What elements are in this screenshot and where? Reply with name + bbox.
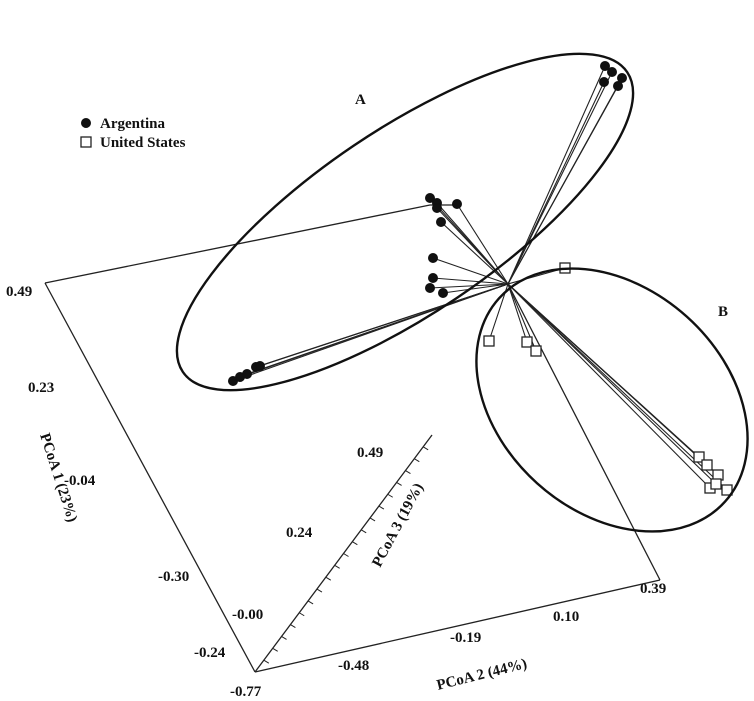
tick-mark xyxy=(290,624,296,629)
ray xyxy=(442,283,509,294)
tick-label: -0.19 xyxy=(450,630,481,646)
tick-mark xyxy=(307,600,314,605)
pcoa2-axis xyxy=(254,579,661,673)
ray xyxy=(507,283,711,489)
group-label: B xyxy=(718,304,728,320)
argentina-point xyxy=(617,73,627,83)
argentina-point xyxy=(436,217,446,227)
points xyxy=(228,61,733,496)
tick-label: -0.48 xyxy=(338,658,369,674)
tick-mark xyxy=(378,505,385,510)
tick-mark xyxy=(281,636,287,640)
pcoa1-axis xyxy=(44,282,256,673)
argentina-point xyxy=(425,193,435,203)
us-point xyxy=(483,335,495,347)
argentina-point xyxy=(613,81,623,91)
tick-mark xyxy=(263,659,270,664)
tick-label: -0.77 xyxy=(230,684,262,700)
axis-title: PCoA 3 (19%) xyxy=(369,481,427,570)
box-edge xyxy=(44,204,460,284)
tick-label: -0.24 xyxy=(194,645,226,661)
tick-label: 0.23 xyxy=(28,380,54,396)
tick-mark xyxy=(334,564,340,569)
argentina-point xyxy=(600,61,610,71)
tick-mark xyxy=(387,493,394,498)
argentina-point xyxy=(428,253,438,263)
tick-mark xyxy=(414,458,420,463)
tick-label: 0.10 xyxy=(553,609,579,625)
argentina-point xyxy=(432,203,442,213)
tick-mark xyxy=(422,446,429,451)
us-point xyxy=(721,484,733,496)
ray xyxy=(507,283,719,476)
ray xyxy=(432,257,509,285)
ray xyxy=(429,283,509,289)
tick-mark xyxy=(316,588,323,593)
pcoa3-ticks xyxy=(263,446,429,664)
tick-label: 0.39 xyxy=(640,581,666,597)
axis-box xyxy=(44,204,661,673)
rays xyxy=(232,65,728,491)
tick-mark xyxy=(360,529,367,534)
tick-mark xyxy=(405,470,411,474)
argentina-point xyxy=(428,273,438,283)
us-point xyxy=(710,478,722,490)
ray xyxy=(246,283,509,375)
us-point xyxy=(693,451,705,463)
ray xyxy=(440,221,509,285)
argentina-point xyxy=(607,67,617,77)
argentina-point xyxy=(452,199,462,209)
tick-label: 0.49 xyxy=(357,445,383,461)
tick-label: -0.30 xyxy=(158,569,189,585)
tick-label: -0.04 xyxy=(64,473,96,489)
tick-label: 0.24 xyxy=(286,525,313,541)
ray xyxy=(507,283,728,491)
argentina-point xyxy=(255,361,265,371)
argentina-point xyxy=(425,283,435,293)
ray xyxy=(456,203,509,285)
ray xyxy=(436,207,509,285)
argentina-point xyxy=(242,369,252,379)
ray xyxy=(507,283,528,343)
tick-mark xyxy=(369,517,376,522)
ray xyxy=(507,85,619,285)
tick-mark xyxy=(325,576,332,581)
axis-title: PCoA 2 (44%) xyxy=(435,656,529,694)
us-point xyxy=(701,459,713,471)
legend-marker xyxy=(80,136,92,148)
tick-label: 0.49 xyxy=(6,284,32,300)
legend-label: United States xyxy=(100,135,186,151)
us-point xyxy=(530,345,542,357)
legend-label: Argentina xyxy=(100,116,165,132)
ray xyxy=(432,277,509,285)
group-ellipse xyxy=(475,267,749,533)
tick-mark xyxy=(396,481,402,486)
tick-mark xyxy=(352,541,358,546)
tick-mark xyxy=(298,612,305,617)
ray xyxy=(507,65,606,285)
tick-mark xyxy=(272,647,278,652)
box-edge xyxy=(507,283,661,581)
ray xyxy=(259,283,509,367)
tick-label: -0.00 xyxy=(232,607,263,623)
legend-marker xyxy=(81,118,91,128)
tick-mark xyxy=(343,553,349,557)
group-label: A xyxy=(355,92,366,108)
argentina-point xyxy=(438,288,448,298)
argentina-point xyxy=(599,77,609,87)
group-ellipse xyxy=(175,52,635,392)
us-point xyxy=(521,336,533,348)
ray xyxy=(507,81,605,285)
